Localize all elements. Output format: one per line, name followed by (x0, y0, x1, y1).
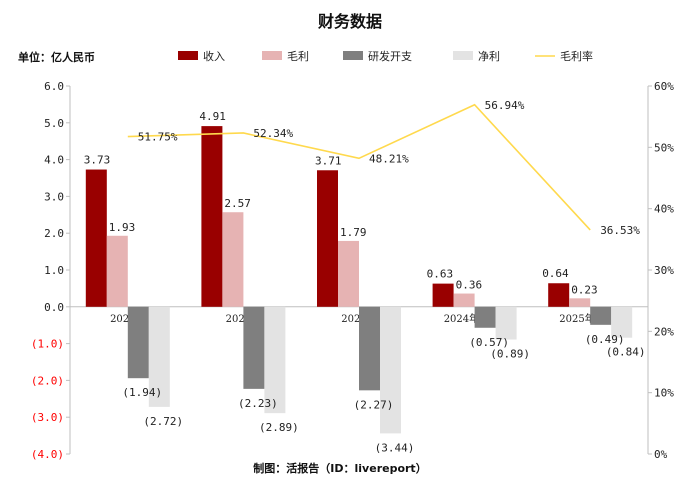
data-label-收入: 0.63 (427, 268, 454, 281)
chart-title: 财务数据 (317, 12, 382, 31)
right-tick-label: 20% (654, 325, 674, 338)
left-tick-label: 4.0 (44, 154, 64, 167)
left-tick-label: 2.0 (44, 227, 64, 240)
bar-研发开支 (243, 306, 265, 389)
bar-毛利 (106, 235, 128, 307)
legend-label-收入: 收入 (203, 49, 225, 63)
left-tick-label: (1.0) (31, 338, 64, 351)
legend-label-毛利: 毛利 (287, 50, 309, 63)
bar-研发开支 (359, 306, 380, 391)
data-label-净利: (0.89) (490, 348, 530, 361)
legend-swatch-毛利 (262, 51, 282, 60)
right-tick-label: 40% (654, 203, 674, 216)
left-tick-label: 5.0 (44, 117, 64, 130)
bar-净利 (264, 306, 286, 414)
right-tick-label: 30% (654, 264, 674, 277)
data-label-净利: (2.89) (259, 421, 299, 434)
bars (85, 126, 633, 434)
data-label-净利: (2.72) (143, 415, 183, 428)
data-label-毛利: 1.93 (109, 221, 136, 234)
right-tick-label: 10% (654, 387, 674, 400)
data-label-毛利率: 52.34% (253, 127, 293, 140)
bar-毛利 (453, 293, 475, 307)
bar-毛利 (222, 212, 244, 307)
data-label-净利: (3.44) (375, 441, 415, 454)
bar-净利 (380, 306, 401, 434)
data-label-研发开支: (0.49) (585, 333, 625, 346)
bar-研发开支 (590, 306, 612, 325)
data-label-收入: 3.71 (315, 154, 342, 167)
bar-净利 (495, 306, 517, 340)
data-label-净利: (0.84) (606, 346, 646, 359)
bar-收入 (432, 283, 454, 307)
data-label-毛利: 0.23 (571, 283, 598, 296)
margin-line (127, 103, 591, 231)
data-label-毛利率: 48.21% (369, 152, 409, 165)
legend-swatch-净利 (453, 51, 473, 60)
right-tick-label: 0% (654, 448, 668, 461)
bar-净利 (148, 306, 170, 407)
left-tick-label: 3.0 (44, 190, 64, 203)
left-tick-label: 0.0 (44, 301, 64, 314)
bar-研发开支 (474, 306, 496, 328)
data-label-研发开支: (2.23) (238, 397, 278, 410)
right-tick-label: 50% (654, 141, 674, 154)
data-label-毛利: 0.36 (456, 279, 483, 292)
left-tick-label: 6.0 (44, 80, 64, 93)
bar-毛利 (569, 298, 591, 307)
data-label-毛利: 1.79 (340, 226, 367, 239)
legend-swatch-收入 (178, 51, 198, 60)
bar-收入 (85, 169, 107, 307)
data-label-收入: 4.91 (199, 110, 226, 123)
data-label-研发开支: (2.27) (354, 398, 394, 411)
left-tick-label: (4.0) (31, 448, 64, 461)
legend-label-毛利率: 毛利率 (560, 49, 593, 63)
data-label-毛利率: 51.75% (138, 131, 178, 144)
legend: 收入 毛利 研发开支 净利 毛利率 (178, 49, 593, 63)
left-tick-label: 1.0 (44, 264, 64, 277)
bar-收入 (548, 283, 570, 307)
data-label-研发开支: (1.94) (122, 386, 162, 399)
data-labels: 3.73 4.91 3.71 0.63 0.64 1.93 2.57 1.79 0.36 0.23… (84, 99, 646, 455)
left-tick-label: (2.0) (31, 374, 64, 387)
bar-收入 (317, 170, 338, 307)
bar-毛利 (338, 240, 359, 307)
bar-收入 (201, 126, 223, 307)
bar-研发开支 (127, 306, 149, 379)
left-tick-label: (3.0) (31, 411, 64, 424)
data-label-毛利率: 36.53% (600, 224, 640, 237)
line-毛利率 (127, 103, 591, 231)
legend-label-净利: 净利 (478, 49, 500, 63)
data-label-收入: 0.64 (542, 267, 569, 280)
data-label-研发开支: (0.57) (469, 336, 509, 349)
legend-swatch-研发开支 (343, 51, 363, 60)
data-label-毛利率: 56.94% (485, 99, 525, 112)
legend-label-研发开支: 研发开支 (368, 49, 412, 63)
data-label-收入: 3.73 (84, 154, 111, 167)
source-credit: 制图：活报告（ID：livereport） (253, 461, 426, 475)
data-label-毛利: 2.57 (224, 197, 251, 210)
right-tick-label: 60% (654, 80, 674, 93)
unit-label: 单位：亿人民币 (18, 50, 95, 64)
bar-净利 (611, 306, 633, 338)
